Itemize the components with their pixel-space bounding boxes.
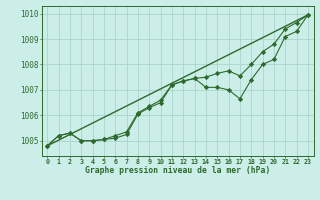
X-axis label: Graphe pression niveau de la mer (hPa): Graphe pression niveau de la mer (hPa) (85, 166, 270, 175)
